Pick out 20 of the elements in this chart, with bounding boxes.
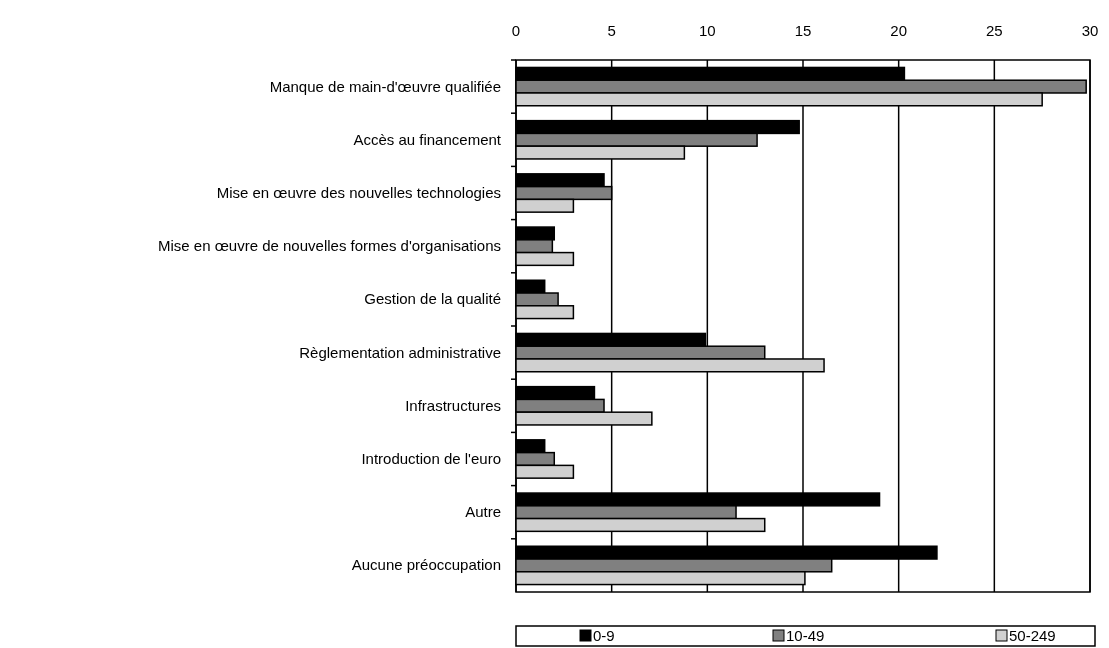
y-tick-label: Accès au financement	[353, 130, 502, 148]
y-tick-label: Infrastructures	[405, 396, 501, 414]
legend-label: 10-49	[786, 627, 825, 644]
x-tick-label: 30	[1081, 22, 1099, 39]
x-tick-label: 15	[794, 22, 812, 39]
x-tick-label: 0	[511, 22, 521, 39]
y-tick-label: Règlementation administrative	[299, 343, 501, 361]
y-tick-label: Mise en œuvre de nouvelles formes d'organisations	[157, 237, 501, 255]
y-tick-label: Manque de main-d'œuvre qualifiée	[269, 77, 501, 95]
y-tick-label: Aucune préoccupation	[351, 556, 501, 574]
x-tick-label: 10	[698, 22, 716, 39]
y-tick-label: Gestion de la qualité	[364, 290, 501, 308]
x-tick-label: 20	[890, 22, 908, 39]
y-tick-label: Autre	[465, 503, 501, 521]
x-tick-label: 25	[985, 22, 1003, 39]
legend-label: 50-249	[1009, 627, 1056, 644]
y-tick-label: Mise en œuvre des nouvelles technologies	[216, 184, 501, 201]
legend-label: 0-9	[593, 627, 615, 644]
x-tick-label: 5	[607, 22, 616, 39]
y-tick-label: Introduction de l'euro	[361, 450, 501, 467]
